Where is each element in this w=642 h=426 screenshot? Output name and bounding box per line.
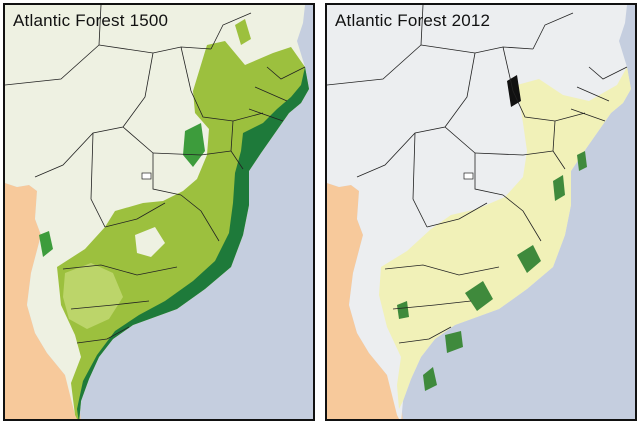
forest-small-patch (39, 231, 53, 257)
forest-remnant-area (379, 67, 631, 409)
federal-district-marker (141, 172, 152, 180)
panel-title-1500: Atlantic Forest 1500 (13, 11, 169, 30)
panel-title-2012: Atlantic Forest 2012 (335, 11, 491, 30)
forest-pale-patch (63, 263, 123, 329)
forest-north-patch (235, 19, 251, 45)
forest-remnant-patches (397, 75, 587, 391)
map-2012 (327, 5, 635, 419)
map-panel-1500: Atlantic Forest 1500 (3, 3, 315, 421)
federal-district-marker (463, 172, 474, 180)
nonforest-patch (135, 227, 165, 257)
map-1500 (5, 5, 313, 419)
neighbor-country (5, 183, 81, 419)
neighbor-country (327, 183, 403, 419)
map-panel-2012: Atlantic Forest 2012 (325, 3, 637, 421)
state-boundaries (327, 5, 628, 344)
forest-mid-patch (183, 123, 205, 167)
forest-dense (77, 67, 309, 419)
state-boundaries (5, 5, 306, 344)
